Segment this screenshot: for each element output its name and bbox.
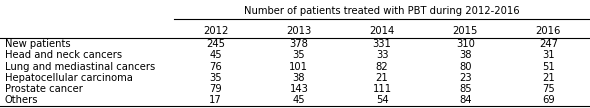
Text: 51: 51 (542, 62, 555, 71)
Text: 245: 245 (206, 39, 225, 49)
Text: 38: 38 (293, 73, 305, 83)
Text: 69: 69 (542, 95, 555, 105)
Text: 23: 23 (459, 73, 471, 83)
Text: 101: 101 (289, 62, 309, 71)
Text: 54: 54 (376, 95, 388, 105)
Text: 38: 38 (459, 50, 471, 60)
Text: Hepatocellular carcinoma: Hepatocellular carcinoma (5, 73, 133, 83)
Text: Lung and mediastinal cancers: Lung and mediastinal cancers (5, 62, 155, 71)
Text: 143: 143 (290, 84, 308, 94)
Text: 33: 33 (376, 50, 388, 60)
Text: 111: 111 (372, 84, 392, 94)
Text: 80: 80 (459, 62, 471, 71)
Text: 76: 76 (209, 62, 222, 71)
Text: 35: 35 (209, 73, 222, 83)
Text: 82: 82 (376, 62, 388, 71)
Text: Head and neck cancers: Head and neck cancers (5, 50, 122, 60)
Text: Number of patients treated with PBT during 2012-2016: Number of patients treated with PBT duri… (244, 6, 520, 16)
Text: 84: 84 (459, 95, 471, 105)
Text: 31: 31 (542, 50, 555, 60)
Text: 2012: 2012 (203, 26, 228, 36)
Text: 2013: 2013 (286, 26, 312, 36)
Text: 35: 35 (293, 50, 305, 60)
Text: 45: 45 (209, 50, 222, 60)
Text: 45: 45 (293, 95, 305, 105)
Text: 2016: 2016 (536, 26, 561, 36)
Text: 2014: 2014 (369, 26, 395, 36)
Text: 75: 75 (542, 84, 555, 94)
Text: 85: 85 (459, 84, 471, 94)
Text: New patients: New patients (5, 39, 70, 49)
Text: 17: 17 (209, 95, 222, 105)
Text: 247: 247 (539, 39, 558, 49)
Text: 310: 310 (456, 39, 474, 49)
Text: 331: 331 (373, 39, 391, 49)
Text: 79: 79 (209, 84, 222, 94)
Text: 21: 21 (542, 73, 555, 83)
Text: 378: 378 (290, 39, 308, 49)
Text: 21: 21 (376, 73, 388, 83)
Text: Prostate cancer: Prostate cancer (5, 84, 83, 94)
Text: Others: Others (5, 95, 38, 105)
Text: 2015: 2015 (453, 26, 478, 36)
